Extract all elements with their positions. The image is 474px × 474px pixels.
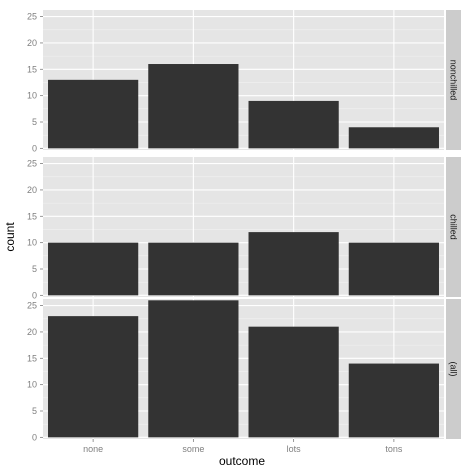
- y-tick-label: 15: [27, 211, 37, 221]
- x-axis-title: outcome: [219, 454, 265, 468]
- y-tick-label: 20: [27, 38, 37, 48]
- y-tick-label: 0: [32, 432, 37, 442]
- y-tick-label: 0: [32, 290, 37, 300]
- facet-panels: 0 5 10 15 20 25 nonchilled 0 5 10 15 20 25 chilled 0 5 1…: [27, 10, 461, 442]
- facet-strip: [446, 10, 461, 150]
- bar-none: [48, 79, 139, 149]
- bar-lots: [248, 100, 339, 149]
- bar-none: [48, 316, 139, 438]
- facet-strip-label: (all): [449, 362, 459, 377]
- bar-none: [48, 242, 139, 296]
- y-tick-label: 25: [27, 301, 37, 311]
- x-tick-label: none: [83, 444, 103, 454]
- y-tick-label: 25: [27, 159, 37, 169]
- bar-tons: [348, 127, 439, 149]
- bar-some: [148, 64, 239, 149]
- bar-lots: [248, 232, 339, 296]
- y-tick-label: 5: [32, 117, 37, 127]
- y-tick-label: 15: [27, 64, 37, 74]
- x-tick-label: lots: [287, 444, 302, 454]
- bar-lots: [248, 326, 339, 438]
- bar-some: [148, 242, 239, 296]
- y-axis-title: count: [3, 222, 17, 252]
- x-tick-label: some: [182, 444, 204, 454]
- facet-strip: [446, 299, 461, 439]
- y-tick-label: 10: [27, 91, 37, 101]
- y-tick-label: 20: [27, 185, 37, 195]
- facet-panel-2: 0 5 10 15 20 25 (all): [27, 299, 461, 442]
- facet-panel-0: 0 5 10 15 20 25 nonchilled: [27, 10, 461, 153]
- y-tick-label: 25: [27, 12, 37, 22]
- facet-strip: [446, 157, 461, 297]
- bar-tons: [348, 363, 439, 438]
- facet-strip-label: chilled: [449, 214, 459, 240]
- y-tick-label: 5: [32, 264, 37, 274]
- x-axis: none some lots tons: [83, 439, 403, 454]
- y-tick-label: 15: [27, 353, 37, 363]
- facet-panel-1: 0 5 10 15 20 25 chilled: [27, 157, 461, 300]
- bar-some: [148, 300, 239, 438]
- y-tick-label: 5: [32, 406, 37, 416]
- bar-tons: [348, 242, 439, 296]
- y-tick-label: 10: [27, 238, 37, 248]
- y-tick-label: 10: [27, 380, 37, 390]
- y-tick-label: 20: [27, 327, 37, 337]
- facet-strip-label: nonchilled: [449, 60, 459, 101]
- y-tick-label: 0: [32, 143, 37, 153]
- x-tick-label: tons: [385, 444, 403, 454]
